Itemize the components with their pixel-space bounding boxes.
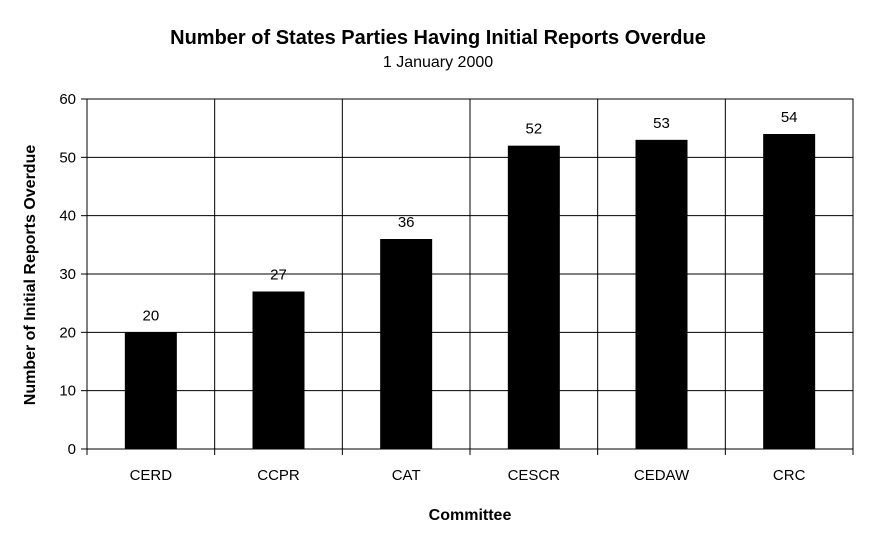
x-tick-label: CAT (392, 467, 421, 484)
gridlines (87, 99, 853, 449)
x-tick-label: CERD (130, 467, 173, 484)
data-label-cedaw: 53 (653, 115, 670, 132)
bar-cat (380, 239, 433, 449)
y-tick-label: 50 (59, 149, 76, 166)
data-label-ccpr: 27 (270, 267, 287, 284)
bar-cedaw (635, 139, 688, 450)
data-label-cescr: 52 (525, 121, 542, 138)
y-axis-label: Number of Initial Reports Overdue (22, 145, 39, 406)
x-tick-label: CCPR (257, 467, 300, 484)
chart-subtitle: 1 January 2000 (383, 54, 493, 71)
y-tick-label: 30 (59, 266, 76, 283)
bar-cerd (124, 332, 177, 449)
x-tick-label: CRC (773, 467, 806, 484)
y-tick-label: 40 (59, 208, 76, 225)
bar-cescr (507, 145, 560, 449)
y-axis: 0 10 20 30 40 50 60 (59, 91, 87, 458)
bar-crc (763, 134, 816, 449)
bar-ccpr (252, 291, 305, 449)
bars (124, 134, 816, 450)
data-label-cerd: 20 (142, 307, 159, 324)
data-labels: 20 27 36 52 53 54 (142, 109, 797, 324)
data-label-crc: 54 (781, 109, 798, 126)
y-tick-label: 20 (59, 324, 76, 341)
y-tick-label: 60 (59, 91, 76, 108)
x-axis-label: Committee (429, 507, 512, 524)
y-tick-label: 10 (59, 383, 76, 400)
x-axis: CERD CCPR CAT CESCR CEDAW CRC (86, 449, 854, 484)
x-tick-label: CESCR (508, 467, 561, 484)
data-label-cat: 36 (398, 214, 415, 231)
x-tick-label: CEDAW (634, 467, 690, 484)
y-tick-label: 0 (68, 441, 76, 458)
chart-title: Number of States Parties Having Initial … (170, 27, 706, 49)
